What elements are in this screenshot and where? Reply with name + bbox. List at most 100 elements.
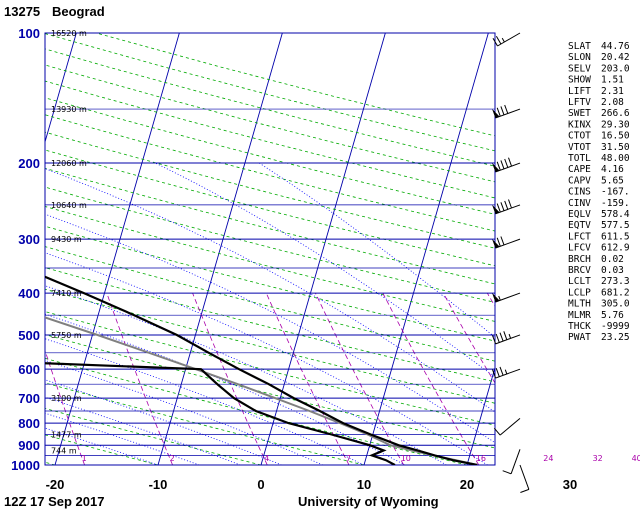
pressure-tick-label: 500	[18, 328, 40, 343]
mixing-ratio-label: 40g/kg	[632, 454, 640, 463]
height-label: 7410 m	[51, 289, 82, 298]
dry-adiabat-line	[45, 206, 495, 322]
index-key: SLON	[568, 52, 591, 63]
dry-adiabat-line	[45, 131, 495, 249]
index-value: 266.6	[601, 108, 630, 119]
temperature-tick-labels: -40-30-20-10010203040	[46, 477, 578, 492]
wind-barb	[492, 292, 521, 303]
index-key: CAPE	[568, 164, 591, 175]
index-key: CINV	[568, 198, 591, 209]
index-value: 48.00	[601, 153, 630, 164]
moist-adiabat-lines	[45, 162, 495, 465]
index-value: 611.5	[601, 231, 630, 242]
pressure-tick-label: 200	[18, 156, 40, 171]
pressure-tick-label: 1000	[11, 458, 40, 473]
mixing-ratio-label: 7	[346, 454, 351, 463]
mixing-ratio-label: 24	[543, 454, 553, 463]
mixing-ratio-label: 10	[401, 454, 411, 463]
dry-adiabat-line	[45, 149, 495, 267]
pressure-tick-label: 700	[18, 391, 40, 406]
mixing-ratio-line	[382, 292, 480, 465]
wind-barb	[519, 464, 530, 493]
index-key: LFCV	[568, 243, 591, 254]
index-value: 681.2	[601, 287, 630, 298]
index-value: 2.31	[601, 86, 624, 97]
index-key: LFCT	[568, 231, 591, 242]
height-label: 13930 m	[51, 105, 87, 114]
height-label: 16520 m	[51, 29, 87, 38]
dry-adiabat-line	[45, 97, 495, 215]
wind-barb	[492, 32, 521, 47]
isotherm-line	[157, 33, 283, 465]
temperature-trace	[45, 275, 478, 465]
dry-adiabat-line	[45, 33, 495, 152]
wind-barb	[492, 366, 521, 379]
wind-barb	[493, 418, 521, 436]
height-label: 744 m	[51, 446, 77, 455]
stability-indices: SLAT 44.76 SLON 20.42 SELV 203.0 SHOW 1.51 LIFT 2…	[568, 41, 630, 343]
pressure-tick-label: 800	[18, 416, 40, 431]
index-value: 577.5	[601, 220, 630, 231]
index-value: -167.	[601, 187, 630, 198]
wind-barb	[492, 199, 521, 215]
pressure-tick-label: 300	[18, 232, 40, 247]
height-label: 12060 m	[51, 159, 87, 168]
index-key: LIFT	[568, 86, 591, 97]
wind-barb	[492, 236, 521, 249]
station-name: Beograd	[52, 4, 105, 19]
mixing-ratio-line	[265, 292, 350, 465]
index-value: 4.16	[601, 164, 624, 175]
temperature-tick-label: 10	[357, 477, 371, 492]
dry-adiabat-line	[45, 225, 495, 342]
height-label: 1477 m	[51, 431, 82, 440]
dry-adiabat-line	[45, 186, 495, 303]
mixing-ratio-label: 32	[593, 454, 603, 463]
index-value: 273.3	[601, 276, 630, 287]
moist-adiabat-line	[45, 396, 241, 465]
index-value: 16.50	[601, 131, 630, 142]
mixing-ratio-lines	[45, 292, 495, 465]
pressure-tick-labels: 100 200 300 400 500 600 700 800 900 1000	[11, 26, 40, 473]
wind-barb	[492, 104, 521, 119]
index-value: 20.42	[601, 52, 630, 63]
dry-adiabat-line	[45, 48, 495, 167]
index-value: 305.0	[601, 299, 630, 310]
wind-barb	[502, 449, 521, 475]
pressure-tick-label: 600	[18, 362, 40, 377]
mixing-ratio-label: 16	[476, 454, 486, 463]
temperature-tick-label: -10	[149, 477, 168, 492]
height-label: 3100 m	[51, 394, 82, 403]
dry-adiabat-line	[45, 267, 495, 383]
isotherm-line	[260, 33, 386, 465]
isotherm-line	[45, 33, 77, 144]
height-labels: 16520 m 13930 m 12060 m 10640 m 9430 m 7410 m…	[51, 29, 87, 455]
mixing-ratio-label: 2	[170, 454, 175, 463]
index-value: 5.76	[601, 310, 624, 321]
index-key: PWAT	[568, 332, 591, 343]
index-value: 0.03	[601, 265, 624, 276]
dry-adiabat-line	[45, 246, 495, 362]
height-label: 9430 m	[51, 235, 82, 244]
temperature-tick-label: 0	[257, 477, 264, 492]
index-value: 5.65	[601, 175, 624, 186]
index-key: SELV	[568, 63, 591, 74]
index-key: LFTV	[568, 97, 591, 108]
sounding-profiles	[45, 275, 478, 465]
height-label: 5750 m	[51, 331, 82, 340]
dewpoint-trace	[45, 362, 396, 465]
index-key: SWET	[568, 108, 591, 119]
index-key: CAPV	[568, 175, 591, 186]
index-key: LCLP	[568, 287, 591, 298]
index-value: -159.	[601, 198, 630, 209]
observation-time: 12Z 17 Sep 2017	[4, 494, 104, 509]
index-key: SHOW	[568, 75, 591, 86]
index-key: EQTV	[568, 220, 591, 231]
index-key: VTOT	[568, 142, 591, 153]
index-key: CTOT	[568, 131, 591, 142]
pressure-tick-label: 400	[18, 286, 40, 301]
index-value: 23.25	[601, 332, 630, 343]
temperature-tick-label: 30	[563, 477, 577, 492]
temperature-tick-label: -20	[46, 477, 65, 492]
index-key: CINS	[568, 187, 591, 198]
isotherm-line	[54, 33, 180, 465]
